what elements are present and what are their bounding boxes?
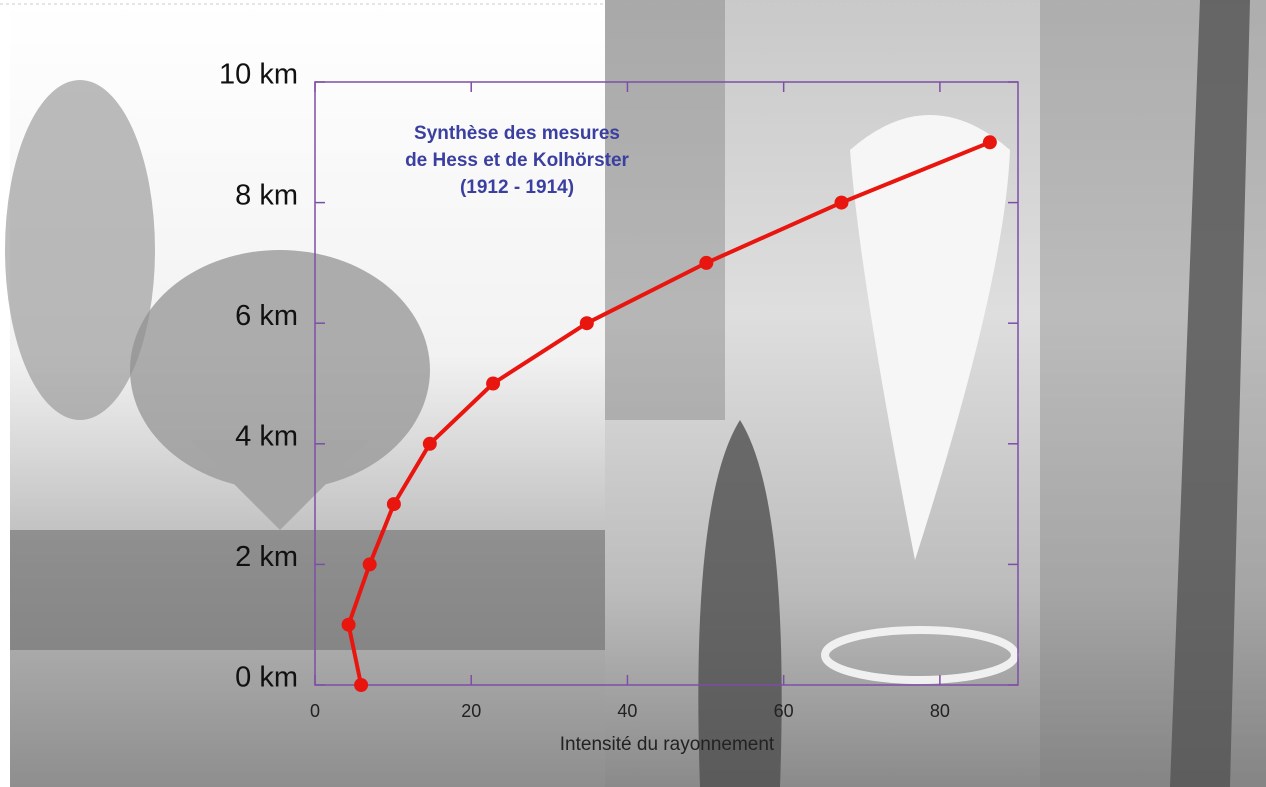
data-point: [983, 135, 997, 149]
background-photo: [0, 0, 1266, 787]
data-point: [363, 557, 377, 571]
y-tick-label: 6 km: [235, 300, 298, 332]
data-point: [423, 437, 437, 451]
x-tick-label: 60: [774, 701, 794, 721]
y-tick-label: 0 km: [235, 662, 298, 694]
y-tick-label: 2 km: [235, 541, 298, 573]
data-point: [580, 316, 594, 330]
data-point: [699, 256, 713, 270]
data-point: [354, 678, 368, 692]
chart: Synthèse des mesures de Hess et de Kolhör…: [0, 0, 1266, 787]
y-tick-label: 8 km: [235, 179, 298, 211]
data-point: [387, 497, 401, 511]
x-tick-label: 80: [930, 701, 950, 721]
title-line: (1912 - 1914): [460, 177, 574, 198]
y-tick-label: 10 km: [219, 59, 298, 91]
title-line: Synthèse des mesures: [414, 123, 620, 144]
data-point: [342, 618, 356, 632]
x-tick-label: 20: [461, 701, 481, 721]
x-tick-label: 40: [617, 701, 637, 721]
data-point: [486, 377, 500, 391]
x-axis-label: Intensité du rayonnement: [560, 734, 775, 755]
y-tick-label: 4 km: [235, 420, 298, 452]
x-tick-label: 0: [310, 701, 320, 721]
title-line: de Hess et de Kolhörster: [405, 150, 629, 171]
data-point: [834, 196, 848, 210]
